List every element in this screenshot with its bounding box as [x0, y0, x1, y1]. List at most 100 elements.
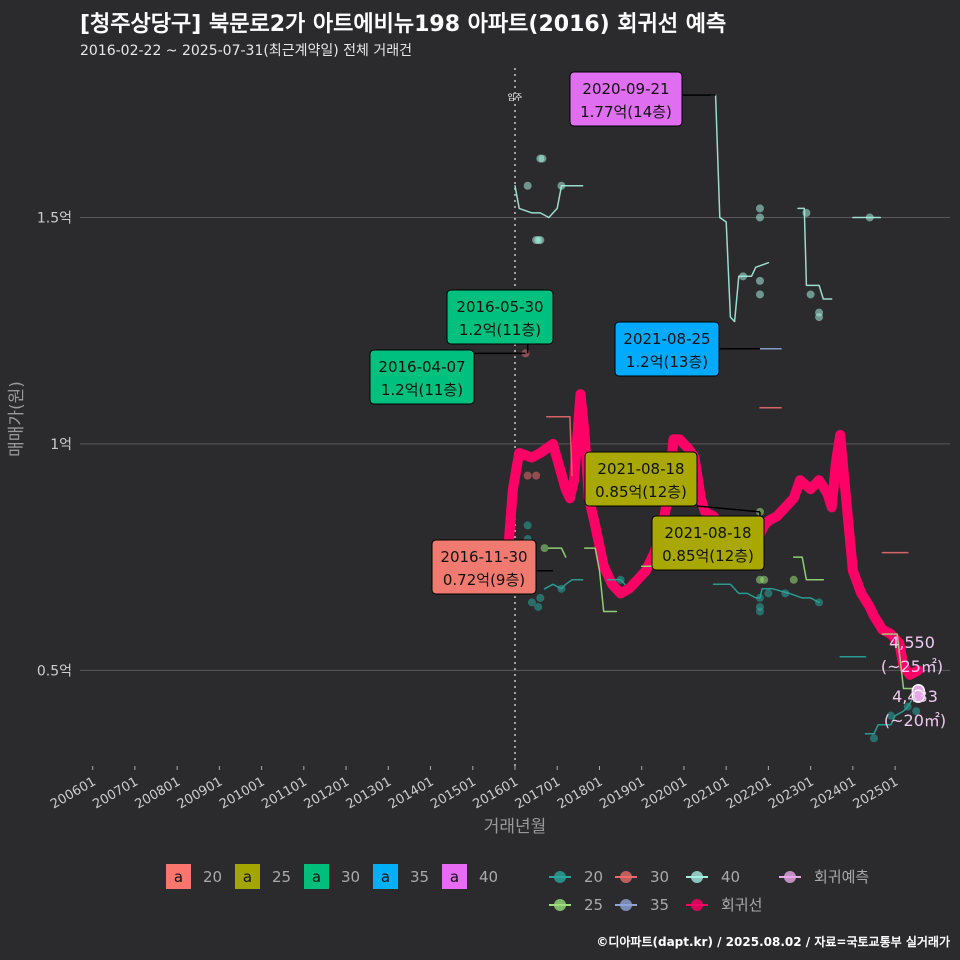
- callout-box: [431, 539, 537, 595]
- end-label-price: 4,433: [892, 687, 938, 706]
- x-tick-label: 201101: [259, 774, 309, 812]
- data-point: [912, 707, 921, 716]
- data-point: [616, 575, 625, 584]
- x-tick-label: 201301: [344, 774, 394, 812]
- data-point: [789, 575, 798, 584]
- legend-point-key: [554, 871, 566, 883]
- data-point: [538, 154, 547, 163]
- data-point: [764, 589, 773, 598]
- legend-line-label: 30: [650, 868, 669, 886]
- x-tick-label: 202201: [724, 774, 774, 812]
- x-tick-label: 201501: [428, 774, 478, 812]
- legend-size-glyph: a: [312, 868, 321, 886]
- data-point: [755, 290, 764, 299]
- chart-title: [청주상당구] 북문로2가 아트에비뉴198 아파트(2016) 회귀선 예측: [80, 12, 727, 37]
- series-line-25e: [881, 633, 922, 690]
- callout-date: 2016-05-30: [456, 298, 543, 316]
- data-point: [523, 521, 532, 530]
- callout-5: 2021-08-18 0.85억(12층): [651, 511, 765, 571]
- callout-4: 2021-08-18 0.85억(12층): [584, 451, 761, 513]
- series-line-30: [545, 415, 573, 477]
- callout-price: 0.72억(9층): [443, 571, 525, 589]
- legend-size-label: 20: [203, 868, 222, 886]
- legend-line-label: 25: [584, 896, 603, 914]
- chart-subtitle: 2016-02-22 ~ 2025-07-31(최근계약일) 전체 거래건: [80, 43, 412, 59]
- callout-box: [369, 349, 475, 405]
- x-tick-label: 201201: [302, 774, 352, 812]
- data-point: [557, 584, 566, 593]
- legend-size-label: 30: [341, 868, 360, 886]
- callout-price: 1.2억(13층): [626, 353, 708, 371]
- legend-line-label: 40: [721, 868, 740, 886]
- legend-point-key: [620, 871, 632, 883]
- series-line-25b: [583, 547, 618, 613]
- series-line-40: [514, 185, 584, 219]
- callout-1: 2016-05-30 1.2억(11층): [446, 289, 554, 354]
- footer-credit: ©디아파트(dapt.kr) / 2025.08.02 / 자료=국토교통부 실…: [596, 935, 950, 949]
- callout-date: 2021-08-25: [623, 330, 710, 348]
- legend-size-glyph: a: [174, 868, 183, 886]
- x-tick-label: 200901: [175, 774, 225, 812]
- callout-leader: [696, 505, 761, 513]
- data-point: [557, 181, 566, 190]
- data-point: [755, 204, 764, 213]
- y-tick-label: 1.5억: [37, 210, 72, 226]
- series-line-40c: [797, 207, 833, 300]
- callout-0: 2020-09-21 1.77억(14층): [569, 71, 716, 127]
- callout-price: 1.2억(11층): [381, 381, 463, 399]
- data-point: [869, 734, 878, 743]
- callout-date: 2021-08-18: [664, 524, 751, 542]
- series-line-20c: [712, 583, 820, 604]
- legend-point-key: [554, 899, 566, 911]
- legend-size-glyph: a: [381, 868, 390, 886]
- callout-price: 0.85억(12층): [662, 547, 754, 565]
- data-point: [534, 602, 543, 611]
- end-label-area: (~20㎡): [884, 711, 946, 730]
- x-tick-label: 201601: [471, 774, 521, 812]
- callout-3: 2021-08-25 1.2억(13층): [614, 321, 760, 377]
- callout-date: 2020-09-21: [582, 80, 669, 98]
- prediction-point: [911, 689, 926, 703]
- callout-6: 2016-11-30 0.72억(9층): [431, 539, 554, 595]
- legend-point-key: [691, 899, 703, 911]
- x-tick-label: 202401: [808, 774, 858, 812]
- data-point: [534, 236, 543, 245]
- data-point: [755, 276, 764, 285]
- legend-size-label: 40: [479, 868, 498, 886]
- data-point: [781, 589, 790, 598]
- end-label-area: (~25㎡): [881, 657, 943, 676]
- move-in-label: 입주: [508, 93, 523, 102]
- x-tick-label: 202301: [766, 774, 816, 812]
- legend-point-key: [691, 871, 703, 883]
- x-tick-label: 201401: [386, 774, 436, 812]
- data-point: [886, 711, 895, 720]
- data-point: [815, 313, 824, 322]
- data-point: [540, 544, 549, 553]
- callout-box: [614, 321, 720, 377]
- legend-line-label: 회귀예측: [814, 868, 869, 886]
- x-tick-label: 201001: [217, 774, 267, 812]
- series-line-25: [548, 547, 567, 558]
- callout-price: 1.77억(14층): [580, 103, 672, 121]
- callout-date: 2016-04-07: [378, 358, 465, 376]
- callout-box: [584, 451, 698, 507]
- legend-line-label: 회귀선: [721, 896, 762, 914]
- legend-line-label: 20: [584, 868, 603, 886]
- legend-point-key: [620, 899, 632, 911]
- legend-size-glyph: a: [450, 868, 459, 886]
- data-point: [755, 607, 764, 616]
- x-tick-label: 202501: [851, 774, 901, 812]
- data-point: [802, 208, 811, 217]
- legend-size-key: [166, 864, 191, 889]
- data-point: [755, 593, 764, 602]
- x-tick-label: 200601: [48, 774, 98, 812]
- callout-price: 1.2억(11층): [459, 321, 541, 339]
- series-line-40b: [710, 94, 770, 323]
- legend-line-label: 35: [650, 896, 669, 914]
- x-tick-label: 200801: [133, 774, 183, 812]
- data-point: [760, 575, 769, 584]
- data-point: [755, 213, 764, 222]
- data-point: [815, 598, 824, 607]
- legend-size-label: 25: [272, 868, 291, 886]
